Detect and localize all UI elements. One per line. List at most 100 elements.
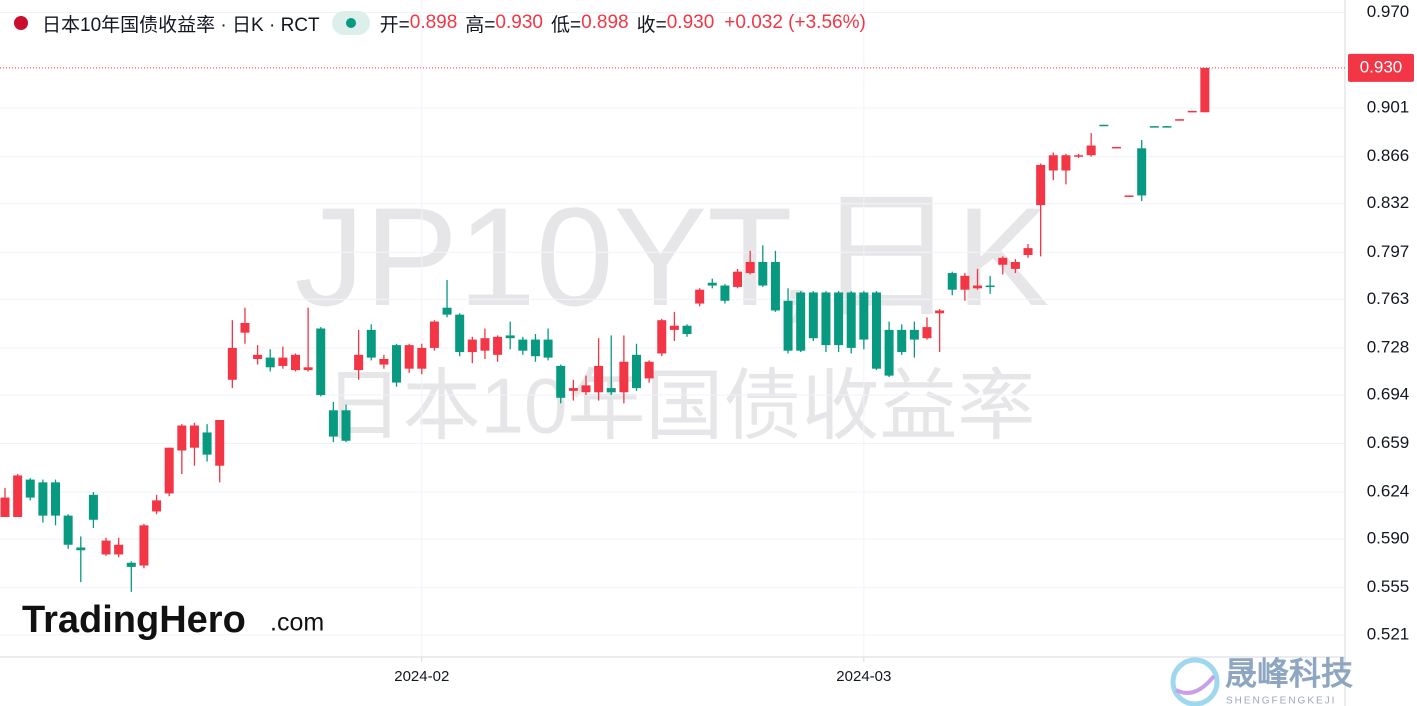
candle-body (1074, 155, 1084, 157)
candle-body (88, 494, 98, 520)
brand-icon (1170, 657, 1220, 706)
candle-body (126, 562, 136, 567)
y-tick-label: 0.763 (1367, 289, 1410, 308)
candle-body (518, 339, 528, 351)
candle-body (543, 339, 553, 358)
candle-body (846, 292, 856, 348)
candle-body (253, 354, 263, 359)
candle-body (884, 329, 894, 376)
candle-body (1111, 146, 1121, 149)
candle-body (265, 357, 275, 368)
candle-body (909, 329, 919, 340)
candle-body (240, 322, 250, 333)
candle-body (417, 347, 427, 369)
candle-body (278, 357, 288, 366)
ohlc-value: 0.930 (495, 12, 543, 33)
ohlc-value: 0.898 (581, 12, 629, 33)
candle-body (366, 329, 376, 358)
y-tick-label: 0.624 (1367, 482, 1410, 501)
y-tick-label: 0.590 (1367, 529, 1410, 548)
candle-body (745, 261, 755, 274)
ohlc-label: 低= (550, 14, 582, 36)
candle-body (1175, 119, 1185, 121)
last-price-label: 0.930 (1360, 57, 1403, 76)
candle-body (227, 347, 237, 380)
candle-body (556, 365, 566, 398)
candle-body (758, 261, 768, 286)
y-tick-label: 0.659 (1367, 433, 1410, 452)
candle-body (392, 345, 402, 383)
candle-body (379, 358, 389, 365)
candle-body (947, 273, 957, 290)
candle-body (619, 361, 629, 393)
change: +0.032 (+3.56%) (724, 12, 866, 33)
candle-body (76, 547, 86, 551)
candle-body (859, 292, 869, 340)
candle-body (467, 339, 477, 353)
candle-body (581, 385, 591, 393)
candle-body (1162, 126, 1172, 128)
candle-body (404, 345, 414, 369)
candle-body (707, 282, 717, 286)
legend-header: 日本10年国债收益率 · 日K · RCT 开= 0.898 高= 0.930 低=… (10, 8, 866, 38)
candle-body (733, 271, 743, 287)
candle-body (783, 300, 793, 351)
brand-subtitle: SHENGFENGKEJI (1226, 696, 1336, 706)
candle-body (1086, 145, 1096, 156)
candle-body (1137, 148, 1147, 196)
candle-body (114, 544, 124, 555)
candle-body (0, 497, 10, 518)
logo-suffix: .com (270, 609, 324, 637)
y-tick-label: 0.970 (1367, 2, 1410, 21)
candle-body (632, 354, 641, 389)
candle-body (215, 419, 225, 466)
candle-body (530, 339, 540, 357)
candle-body (1061, 155, 1071, 171)
candle-body (922, 327, 932, 339)
candle-body (63, 515, 73, 545)
candle-body (164, 447, 174, 494)
candle-body (25, 479, 35, 498)
candle-body (568, 388, 578, 391)
candle-body (1023, 248, 1033, 256)
symbol-dot (14, 16, 28, 30)
candle-body (606, 388, 616, 393)
brand: 晟峰科技 (1225, 655, 1353, 691)
candle-body (897, 329, 907, 353)
y-tick-label: 0.694 (1367, 385, 1410, 404)
candle-body (101, 540, 111, 555)
candle-body (960, 275, 970, 290)
candle-body (316, 328, 326, 396)
watermark-subtitle: 日本10年国债收益率 (325, 362, 1036, 450)
candle-body (682, 325, 692, 335)
candle-body (51, 482, 61, 516)
candle-body (796, 292, 806, 351)
y-tick-label: 0.797 (1367, 242, 1410, 261)
candle-body (985, 285, 995, 288)
x-tick-label: 2024-03 (836, 668, 891, 685)
y-tick-label: 0.555 (1367, 577, 1410, 596)
ohlc-label: 高= (465, 14, 496, 36)
candle-body (720, 285, 730, 301)
y-tick-label: 0.521 (1367, 624, 1410, 643)
candle-body (480, 338, 490, 351)
candle-body (354, 354, 364, 371)
y-tick-label: 0.728 (1367, 337, 1410, 356)
candle-body (1124, 195, 1134, 197)
candle-body (1036, 164, 1046, 206)
candle-body (594, 365, 604, 393)
status-pill[interactable] (331, 11, 370, 35)
candle-body (202, 432, 212, 455)
candle-body (429, 321, 439, 348)
candle-body (341, 410, 351, 441)
candle-body (1149, 126, 1159, 128)
title: 日本10年国债收益率 · 日K · RCT (42, 14, 320, 36)
candle-body (808, 292, 818, 339)
candle-body (1099, 124, 1109, 127)
candle-body (1048, 155, 1058, 171)
candle-body (834, 292, 844, 346)
candle-body (493, 336, 503, 355)
candle-body (669, 325, 679, 330)
